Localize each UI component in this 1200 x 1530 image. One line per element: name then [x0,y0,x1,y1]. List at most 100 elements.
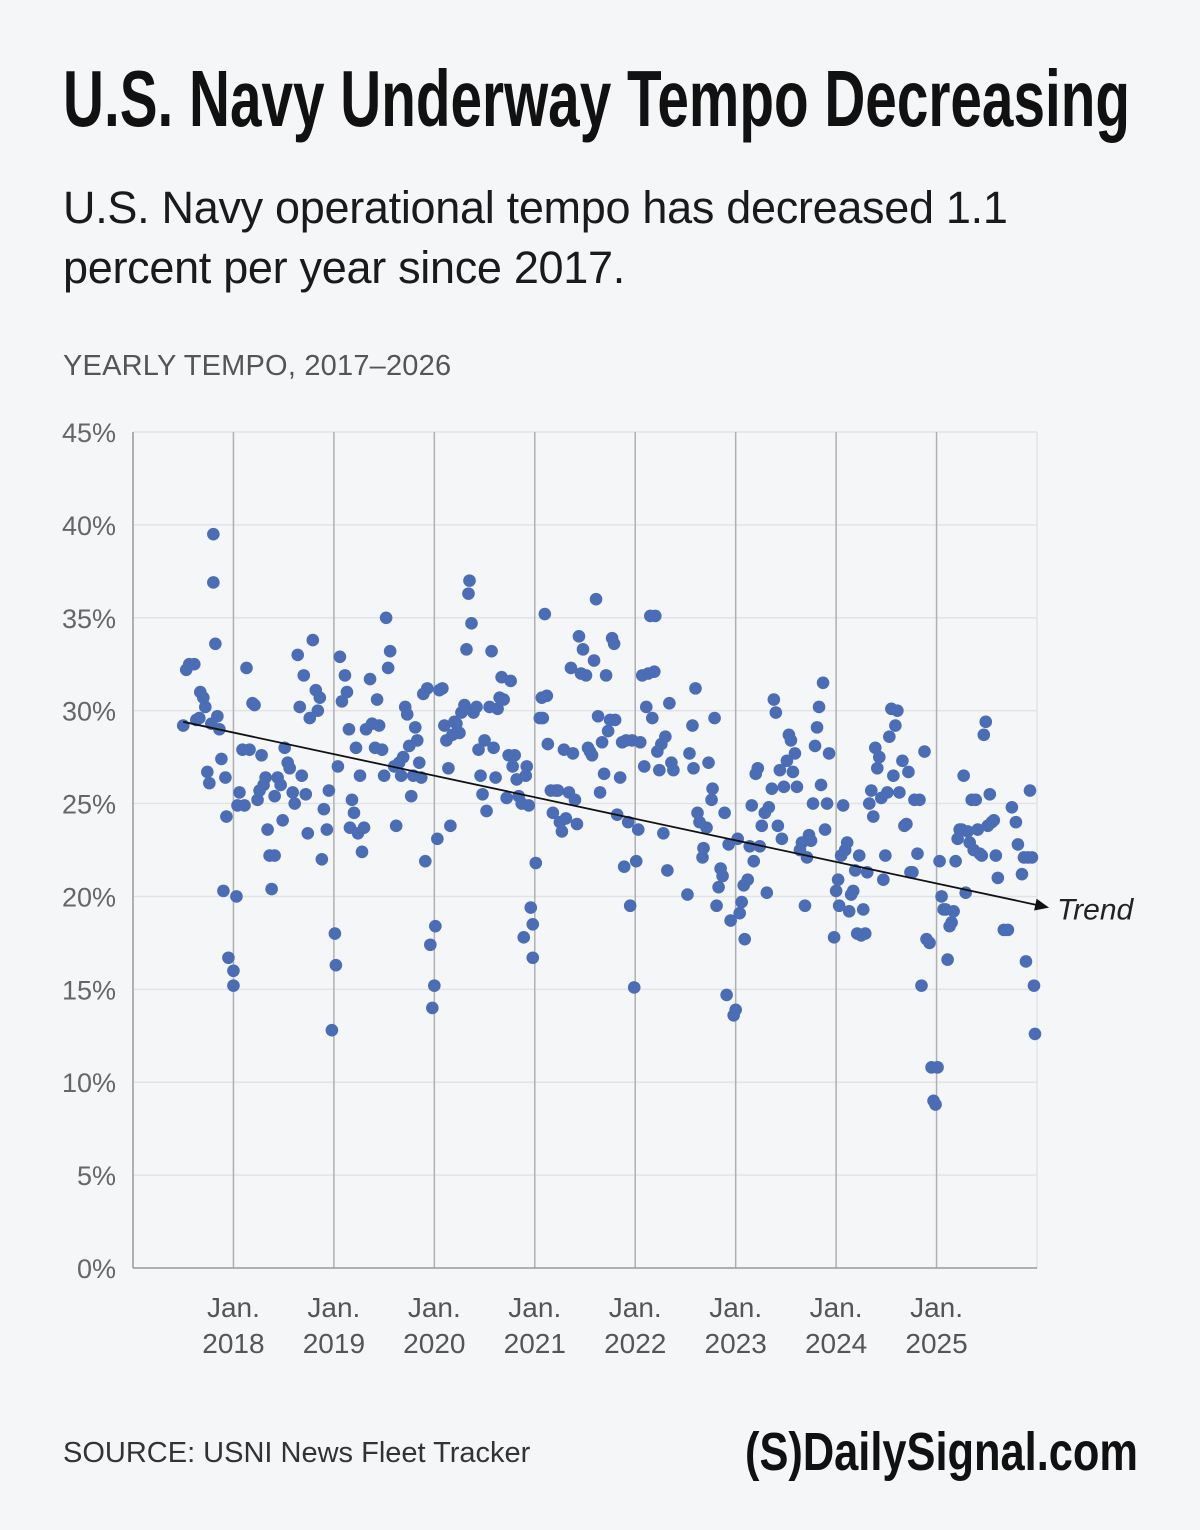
data-point [705,793,718,807]
data-point [842,905,856,918]
data-point [564,661,578,675]
data-point [291,648,305,662]
data-point [893,786,906,799]
data-point [979,715,993,729]
data-point [629,854,643,868]
data-point [524,901,538,914]
data-point [991,871,1005,885]
data-point [637,760,651,773]
data-point [708,711,721,725]
data-point [648,665,661,678]
data-point [806,797,820,810]
y-axis-labels: 0% 5% 10% 15% 20% 25% 30% 35% 40% 45% [62,418,116,1284]
data-point [585,748,599,762]
data-point [313,691,327,704]
data-point [426,1001,439,1015]
data-point [1019,955,1033,968]
data-point [265,882,278,896]
data-point [589,592,603,606]
data-point [303,711,317,725]
data-point [233,786,246,799]
data-point [881,786,894,799]
data-point [320,823,334,836]
data-point [667,763,680,777]
data-point [913,793,926,807]
daily-signal-logo[interactable]: (S)DailySignal.com [745,1418,1145,1488]
y-tick-label: 10% [62,1068,116,1098]
data-point [593,786,607,799]
data-point [862,797,876,810]
data-point [933,854,946,868]
data-point [335,695,349,708]
data-point [207,576,220,589]
data-point [274,778,287,792]
data-point [268,849,281,862]
data-point [683,747,696,760]
data-point [463,574,476,587]
data-point [790,780,804,794]
data-point [858,927,872,940]
data-point [870,761,884,775]
data-point [887,769,900,782]
data-point [751,761,765,775]
data-point [207,527,220,541]
data-point [311,704,325,717]
data-point [902,765,915,779]
data-points [176,527,1042,1111]
data-point [519,769,533,782]
data-point [566,747,580,760]
data-point [227,979,240,992]
x-tick-label-month: Jan. [207,1292,260,1323]
data-point [465,617,478,630]
data-point [639,700,653,714]
data-point [412,756,426,769]
y-tick-label: 30% [62,697,116,727]
data-point [500,791,513,805]
data-point [462,587,475,600]
x-tick-label-month: Jan. [307,1292,360,1323]
trend-arrowhead-icon [1034,898,1050,911]
x-tick-label-month: Jan. [508,1292,561,1323]
data-point [238,799,251,812]
data-point [623,899,637,913]
data-point [822,747,836,760]
data-point [769,706,783,719]
data-point [559,812,573,825]
y-tick-label: 0% [77,1254,116,1284]
data-point [555,825,569,838]
y-tick-label: 25% [62,790,116,820]
data-point [745,799,759,812]
data-point [215,752,228,766]
data-point [230,890,243,903]
data-point [301,826,315,840]
data-point [957,769,970,782]
data-point [831,873,845,887]
data-point [689,682,702,695]
data-point [227,964,240,978]
data-point [379,611,393,625]
data-point [989,849,1003,862]
data-point [349,741,363,755]
y-tick-label: 45% [62,418,116,448]
data-point [710,899,723,913]
data-point [333,650,347,664]
x-tick-label-year: 2023 [705,1328,767,1359]
x-tick-label-year: 2022 [604,1328,666,1359]
data-point [931,1061,944,1074]
data-point [522,799,536,812]
data-point [731,832,744,846]
data-point [1027,979,1041,992]
data-point [722,838,735,851]
data-point [383,644,397,658]
data-point [288,797,302,810]
data-point [820,797,834,810]
data-point [718,806,731,820]
data-point [866,810,880,823]
data-point [846,884,860,898]
data-point [663,696,676,710]
data-point [716,869,729,883]
data-point [576,643,590,656]
data-point [681,888,694,901]
data-point [814,778,828,792]
data-point [240,661,253,675]
